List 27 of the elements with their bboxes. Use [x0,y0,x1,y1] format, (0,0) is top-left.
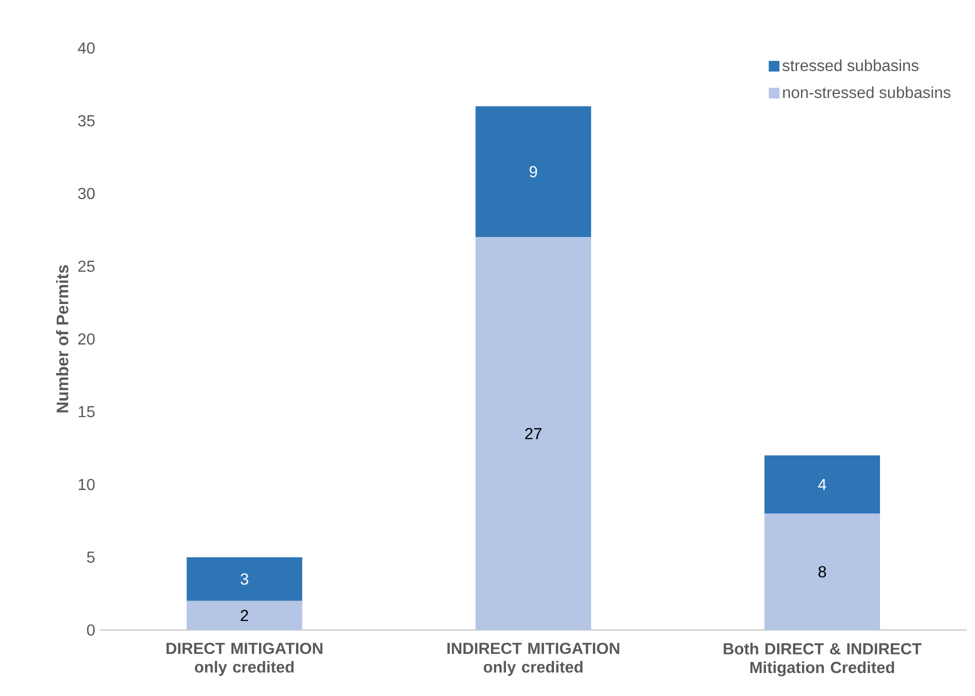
bar [476,106,592,238]
x-tick-label: INDIRECT MITIGATION only credited [447,642,620,676]
y-tick-label: 5 [87,552,95,563]
y-tick-label: 20 [78,333,95,345]
y-tick-label: 25 [78,260,95,272]
bar [764,514,880,630]
y-tick-label: 15 [78,406,95,418]
bar [764,455,880,514]
y-tick-label: 30 [78,188,95,200]
data-label: 9 [530,166,538,178]
data-label: 4 [818,478,826,490]
data-label: 2 [240,610,248,622]
bar [186,557,302,601]
data-label: 8 [818,566,826,578]
x-tick-label: DIRECT MITIGATION only credited [166,642,322,676]
legend-label: non-stressed subbasins [783,86,950,98]
y-axis-title: Number of Permits [56,265,68,412]
data-label: 3 [240,573,248,585]
y-tick-label: 40 [78,42,95,54]
y-tick-label: 10 [78,478,95,490]
legend-label: stressed subbasins [782,59,918,72]
x-tick-label: Both DIRECT & INDIRECT Mitigation Credited [724,642,922,676]
bar [476,237,592,630]
data-label: 27 [525,428,542,440]
y-tick-label: 0 [87,624,95,636]
bar [186,600,302,630]
y-tick-label: 35 [78,115,95,126]
